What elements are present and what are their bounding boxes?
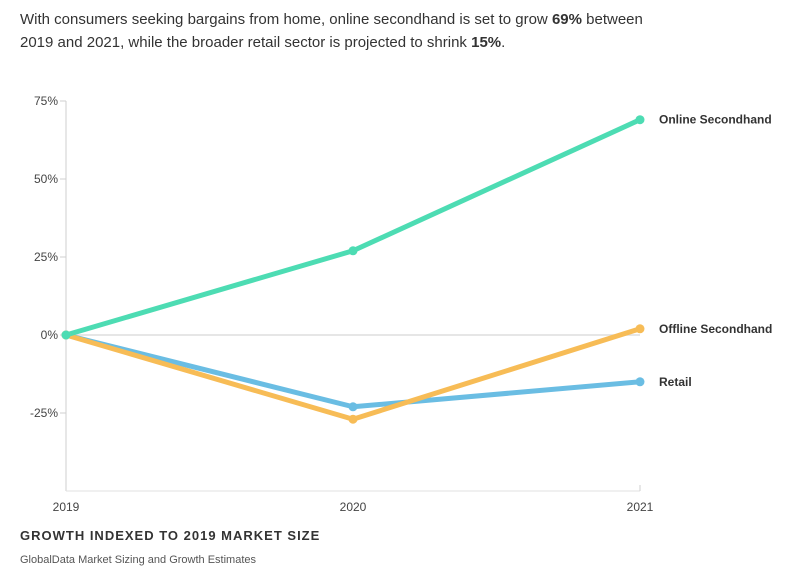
data-point-offline-secondhand — [348, 414, 358, 424]
series-label-retail: Retail — [659, 375, 692, 389]
series-line-retail — [63, 332, 643, 410]
data-point-offline-secondhand — [635, 324, 645, 334]
series-line-online-secondhand — [63, 117, 643, 338]
x-tick-label: 2019 — [53, 500, 80, 514]
retail-shrink-value: 15% — [471, 34, 502, 51]
x-tick-label: 2020 — [340, 500, 367, 514]
data-point-online-secondhand — [635, 115, 645, 125]
data-point-online-secondhand — [61, 330, 71, 340]
data-point-retail — [635, 377, 645, 387]
y-tick-label: 50% — [34, 172, 58, 186]
y-tick-label: 0% — [41, 328, 59, 342]
series-label-offline-secondhand: Offline Secondhand — [659, 322, 772, 336]
data-point-online-secondhand — [348, 246, 358, 256]
online-growth-value: 69% — [551, 11, 582, 28]
x-tick-label: 2021 — [627, 500, 654, 514]
y-tick-label: -25% — [30, 406, 58, 420]
series-label-online-secondhand: Online Secondhand — [659, 113, 772, 127]
chart-title: GROWTH INDEXED TO 2019 MARKET SIZE — [20, 528, 321, 543]
line-chart: 75% 50% 25% 0% -25% 2019 2020 2021 Online Second… — [30, 94, 772, 514]
data-point-retail — [348, 402, 358, 412]
chart-source: GlobalData Market Sizing and Growth Esti… — [20, 554, 256, 566]
y-tick-label: 75% — [34, 94, 58, 108]
y-tick-label: 25% — [34, 250, 58, 264]
chart-subtitle: With consumers seeking bargains from hom… — [20, 11, 643, 51]
